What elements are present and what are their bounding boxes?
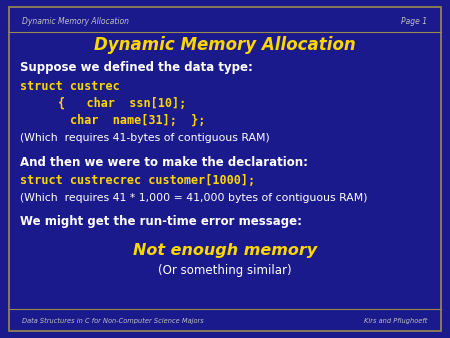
Text: Not enough memory: Not enough memory	[133, 243, 317, 258]
Text: (Or something similar): (Or something similar)	[158, 264, 292, 277]
Text: Dynamic Memory Allocation: Dynamic Memory Allocation	[94, 36, 356, 54]
Text: struct custrecrec customer[1000];: struct custrecrec customer[1000];	[20, 174, 256, 187]
Text: struct custrec: struct custrec	[20, 80, 120, 93]
Text: Kirs and Pflughoeft: Kirs and Pflughoeft	[364, 318, 427, 324]
Text: We might get the run-time error message:: We might get the run-time error message:	[20, 215, 302, 228]
Text: Data Structures in C for Non-Computer Science Majors: Data Structures in C for Non-Computer Sc…	[22, 318, 204, 324]
Text: (Which  requires 41-bytes of contiguous RAM): (Which requires 41-bytes of contiguous R…	[20, 132, 270, 143]
Text: Suppose we defined the data type:: Suppose we defined the data type:	[20, 61, 253, 74]
Text: (Which  requires 41 * 1,000 = 41,000 bytes of contiguous RAM): (Which requires 41 * 1,000 = 41,000 byte…	[20, 193, 368, 203]
Text: char  name[31];  };: char name[31]; };	[70, 114, 205, 126]
Text: Dynamic Memory Allocation: Dynamic Memory Allocation	[22, 18, 130, 26]
Text: {   char  ssn[10];: { char ssn[10];	[58, 97, 187, 110]
Text: And then we were to make the declaration:: And then we were to make the declaration…	[20, 156, 308, 169]
Text: Page 1: Page 1	[401, 18, 428, 26]
